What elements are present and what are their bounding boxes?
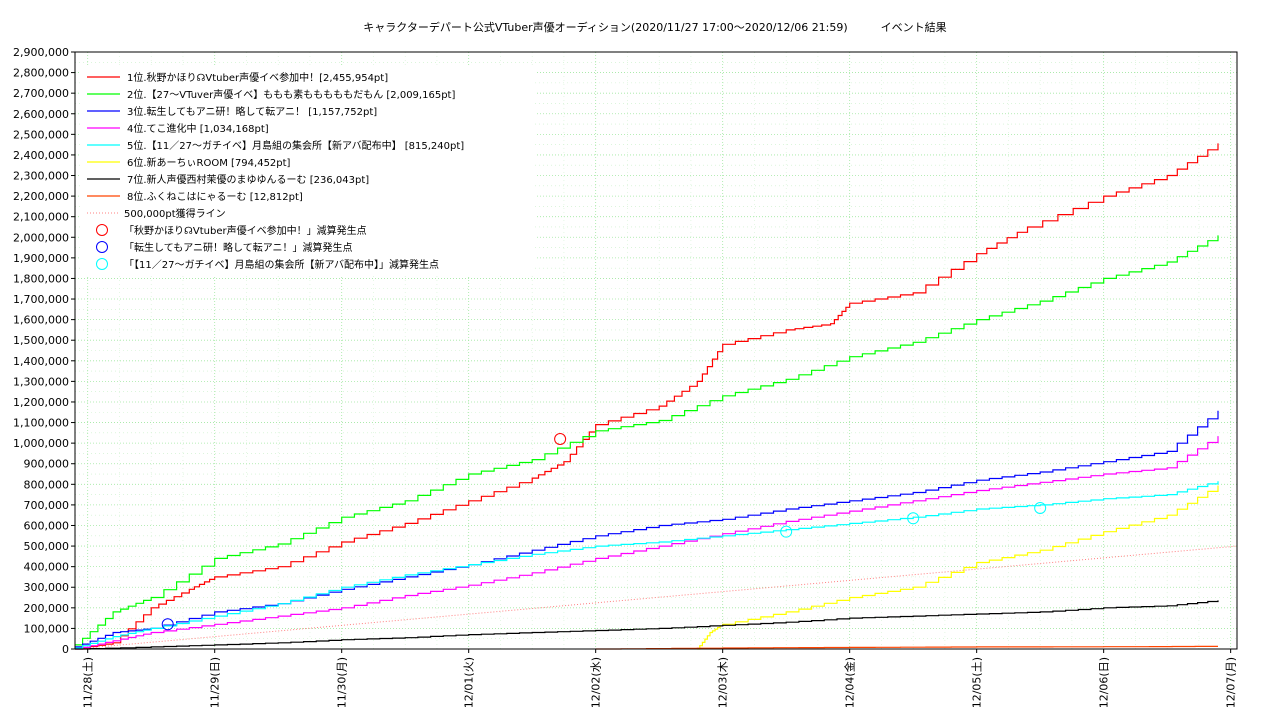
x-tick-label: 11/29(日) xyxy=(209,657,222,708)
series-line-8 xyxy=(595,645,1218,650)
y-tick-label: 700,000 xyxy=(24,499,70,512)
grid-layer xyxy=(75,51,1237,650)
marker-layer xyxy=(161,433,1047,631)
y-tick-label: 0 xyxy=(62,643,69,656)
series-line-2 xyxy=(75,235,1219,646)
series-line-4 xyxy=(75,436,1219,650)
series-line-1 xyxy=(75,143,1219,650)
y-tick-label: 2,800,000 xyxy=(13,67,69,80)
x-tick-label: 12/04(金) xyxy=(843,657,857,708)
y-tick-label: 2,900,000 xyxy=(13,46,69,59)
legend-marker-swatch xyxy=(96,241,108,253)
y-tick-label: 1,500,000 xyxy=(13,334,69,347)
legend-label: 2位.【27～VTuver声優イベ】ももも素もももももだもん [2,009,16… xyxy=(127,88,455,101)
y-tick-label: 800,000 xyxy=(24,478,70,491)
x-tick-label: 12/03(木) xyxy=(717,657,730,708)
x-tick-label: 12/07(月) xyxy=(1225,657,1238,708)
x-tick-label: 12/05(土) xyxy=(971,657,984,708)
series-layer xyxy=(75,143,1219,650)
y-tick-label: 100,000 xyxy=(24,622,70,635)
series-line-5 xyxy=(75,481,1219,649)
deduction-marker-3 xyxy=(1034,501,1047,514)
y-tick-label: 2,400,000 xyxy=(13,149,69,162)
axis-layer: 0 100,000 200,000 300,000 400,000 500,000 600,… xyxy=(13,46,1238,708)
y-tick-label: 900,000 xyxy=(24,458,70,471)
legend-label: 6位.新あーちぃROOM [794,452pt] xyxy=(127,156,291,169)
reference-line xyxy=(74,545,1238,650)
x-tick-label: 12/01(火) xyxy=(463,657,476,708)
y-tick-label: 2,700,000 xyxy=(13,87,69,100)
legend-label: 500,000pt獲得ライン xyxy=(124,207,226,220)
y-tick-label: 2,000,000 xyxy=(13,231,69,244)
y-tick-label: 600,000 xyxy=(24,519,70,532)
y-tick-label: 1,300,000 xyxy=(13,375,69,388)
deduction-marker-1 xyxy=(554,433,567,446)
y-tick-label: 1,400,000 xyxy=(13,355,69,368)
legend-label: 4位.てこ進化中 [1,034,168pt] xyxy=(127,122,269,135)
y-tick-label: 2,600,000 xyxy=(13,108,69,121)
y-tick-label: 2,300,000 xyxy=(13,170,69,183)
legend-label: 8位.ふくねこはにゃるーむ [12,812pt] xyxy=(127,190,303,203)
legend-label: 「【11／27～ガチイベ】月島組の集会所【新アバ配布中】」減算発生点 xyxy=(124,258,439,271)
y-tick-label: 1,800,000 xyxy=(13,272,69,285)
x-tick-label: 11/30(月) xyxy=(336,657,349,708)
legend-background xyxy=(80,66,535,276)
y-tick-label: 2,200,000 xyxy=(13,190,69,203)
x-tick-label: 11/28(土) xyxy=(82,657,95,708)
series-line-6 xyxy=(697,485,1219,650)
deduction-marker-3 xyxy=(780,525,793,538)
legend-label: 1位.秋野かほり☊Vtuber声優イベ参加中！[2,455,954pt] xyxy=(127,71,388,84)
y-tick-label: 2,500,000 xyxy=(13,128,69,141)
legend-marker-swatch xyxy=(96,224,108,236)
deduction-marker-3 xyxy=(907,512,920,525)
legend-marker-swatch xyxy=(96,258,108,270)
y-tick-label: 1,700,000 xyxy=(13,293,69,306)
y-tick-label: 1,100,000 xyxy=(13,417,69,430)
legend-label: 7位.新人声優西村茉優のまゆゆんるーむ [236,043pt] xyxy=(127,173,369,186)
y-tick-label: 200,000 xyxy=(24,602,70,615)
x-tick-label: 12/02(水) xyxy=(590,657,603,708)
plot-frame xyxy=(74,51,1238,650)
chart-title: キャラクターデパート公式VTuber声優オーディション(2020/11/27 1… xyxy=(363,21,947,34)
x-tick-label: 12/06(日) xyxy=(1098,657,1111,708)
y-tick-label: 1,600,000 xyxy=(13,314,69,327)
deduction-marker-2 xyxy=(161,618,174,631)
reference-layer xyxy=(74,545,1238,650)
y-tick-label: 300,000 xyxy=(24,581,70,594)
series-line-7 xyxy=(75,600,1219,650)
legend-label: 5位.【11／27～ガチイベ】月島組の集会所【新アバ配布中】 [815,240p… xyxy=(127,139,464,152)
y-tick-label: 1,900,000 xyxy=(13,252,69,265)
legend-label: 「秋野かほり☊Vtuber声優イベ参加中！」減算発生点 xyxy=(124,224,367,237)
legend: 1位.秋野かほり☊Vtuber声優イベ参加中！[2,455,954pt] 2位.【… xyxy=(80,66,535,276)
y-tick-label: 2,100,000 xyxy=(13,211,69,224)
legend-label: 3位.転生してもアニ研！略して転アニ！ [1,157,752pt] xyxy=(127,105,377,118)
y-tick-label: 400,000 xyxy=(24,561,70,574)
y-tick-label: 1,200,000 xyxy=(13,396,69,409)
series-line-3 xyxy=(75,410,1219,648)
y-tick-label: 500,000 xyxy=(24,540,70,553)
legend-label: 「転生してもアニ研！略して転アニ！」減算発生点 xyxy=(124,241,353,254)
y-tick-label: 1,000,000 xyxy=(13,437,69,450)
